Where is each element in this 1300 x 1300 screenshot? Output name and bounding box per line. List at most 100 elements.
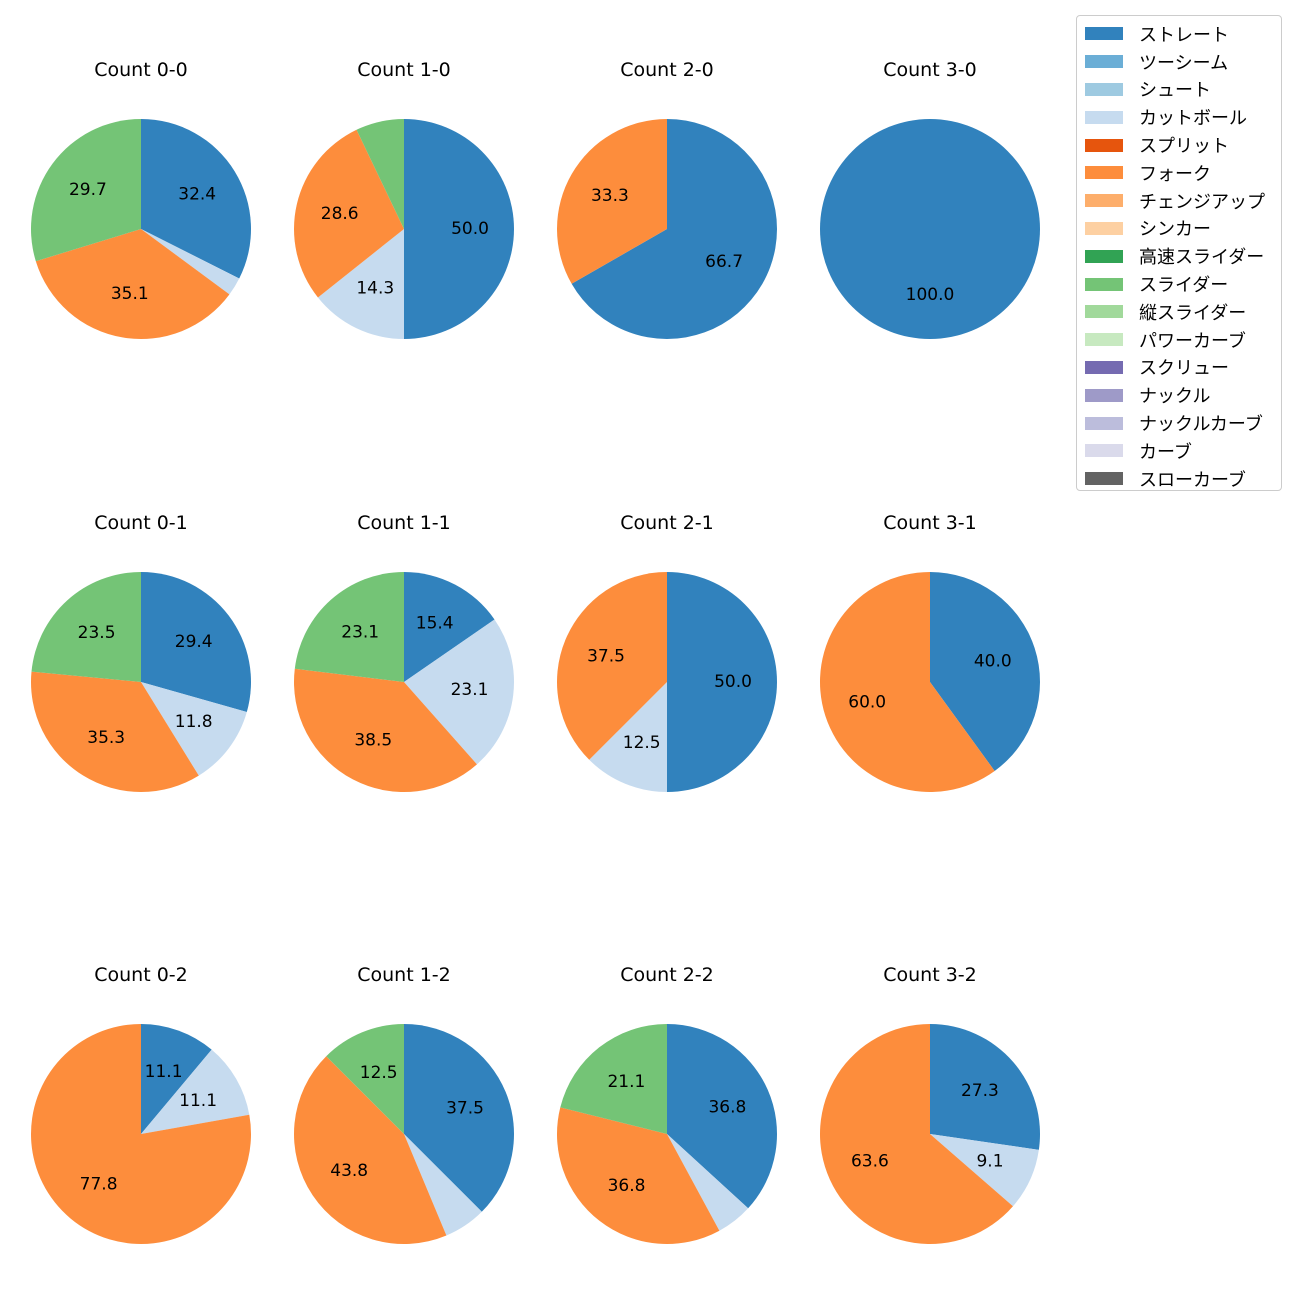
- pie-chart: Count 0-0 32.4 35.1 29.7: [30, 59, 252, 339]
- pie-slice: [560, 1024, 667, 1134]
- pie-title: Count 2-0: [620, 59, 714, 81]
- pie-slice: [294, 668, 477, 792]
- legend-swatch: [1085, 360, 1123, 374]
- pie-slice-label: 43.8: [330, 1161, 368, 1181]
- pie-slice: [30, 671, 199, 792]
- pie-title: Count 0-0: [94, 59, 188, 81]
- pie-slice: [557, 572, 667, 760]
- legend-item: 高速スライダー: [1085, 242, 1281, 270]
- pie-chart: Count 3-1 40.0 60.0: [820, 512, 1040, 792]
- legend-item: スプリット: [1085, 131, 1281, 159]
- pie-slice: [820, 572, 995, 792]
- pie-slice: [930, 1024, 1040, 1150]
- pie-slice: [404, 572, 495, 682]
- pie-slice-label: 40.0: [974, 652, 1012, 672]
- legend-swatch: [1085, 221, 1123, 235]
- pie-slice: [317, 229, 404, 339]
- legend-item: スローカーブ: [1085, 465, 1281, 493]
- pie-slice-label: 15.4: [416, 614, 454, 634]
- pie-slice: [30, 1024, 251, 1244]
- pie-slice: [356, 119, 404, 229]
- pie-slice: [930, 571, 1040, 771]
- pie-slice-label: 36.8: [708, 1097, 746, 1117]
- pie-title: Count 0-2: [94, 964, 188, 986]
- pie-slice-label: 23.1: [451, 680, 489, 700]
- legend-item: 縦スライダー: [1085, 298, 1281, 326]
- pie-chart: Count 3-0 100.0: [820, 59, 1040, 339]
- pie-chart: Count 1-0 50.0 14.3 28.6: [294, 59, 514, 339]
- legend-swatch: [1085, 333, 1123, 347]
- pie-slice-label: 11.8: [175, 712, 213, 732]
- legend-label: スローカーブ: [1139, 469, 1246, 491]
- pie-slice-label: 33.3: [591, 186, 629, 206]
- pie-chart: Count 2-1 50.0 12.5 37.5: [557, 512, 777, 792]
- pie-title: Count 1-0: [357, 59, 451, 81]
- legend-item: ツーシーム: [1085, 48, 1281, 76]
- pie-slice-label: 21.1: [607, 1072, 645, 1092]
- legend-label: チェンジアップ: [1139, 191, 1265, 213]
- pie-slice-label: 29.4: [175, 632, 213, 652]
- legend-item: パワーカーブ: [1085, 326, 1281, 354]
- pie-slice-label: 14.3: [356, 279, 394, 299]
- pie-slice: [141, 1024, 212, 1134]
- pie-chart: Count 0-2 11.1 11.1 77.8: [30, 964, 251, 1244]
- pie-chart: Count 2-0 66.7 33.3: [556, 59, 777, 339]
- pie-slice: [820, 119, 1040, 339]
- pie-title: Count 1-1: [357, 512, 451, 534]
- pie-title: Count 2-2: [620, 964, 714, 986]
- pie-slice: [404, 1024, 514, 1212]
- pie-slice: [35, 229, 230, 339]
- pie-slice-label: 11.1: [179, 1091, 217, 1111]
- pie-slice-label: 38.5: [354, 730, 392, 750]
- legend-item: チェンジアップ: [1085, 187, 1281, 215]
- pie-slice: [141, 229, 240, 295]
- pie-slice: [571, 119, 777, 339]
- legend-label: 縦スライダー: [1139, 302, 1247, 324]
- pie-slice-label: 28.6: [321, 204, 359, 224]
- pie-slice: [557, 1107, 720, 1244]
- legend-label: シュート: [1139, 80, 1211, 102]
- legend-swatch: [1085, 138, 1123, 152]
- pie-slice: [667, 1024, 778, 1209]
- legend-label: ストレート: [1139, 24, 1229, 46]
- pie-slice: [556, 119, 667, 284]
- legend-swatch: [1085, 110, 1123, 124]
- pie-slice-label: 12.5: [360, 1063, 398, 1083]
- pie-slice: [293, 1056, 447, 1245]
- legend-swatch: [1085, 388, 1123, 402]
- pie-title: Count 3-2: [883, 964, 977, 986]
- pie-slice-label: 37.5: [446, 1099, 484, 1119]
- legend-label: フォーク: [1139, 163, 1211, 185]
- pie-chart: Count 1-1 15.4 23.1 38.5 23.1: [294, 512, 514, 792]
- legend-swatch: [1085, 55, 1123, 69]
- pie-slice-label: 66.7: [705, 252, 743, 272]
- legend-swatch: [1085, 27, 1123, 41]
- legend-label: スプリット: [1139, 136, 1229, 158]
- pie-title: Count 1-2: [357, 964, 451, 986]
- legend: ストレート ツーシーム シュート カットボール スプリット フォーク チェンジアップ シンカー…: [1076, 15, 1282, 491]
- pie-slice-label: 29.7: [69, 180, 107, 200]
- pie-chart: Count 1-2 37.5 43.8 12.5: [293, 964, 514, 1245]
- pie-slice: [404, 619, 514, 765]
- pie-slice-label: 35.1: [111, 284, 149, 304]
- pie-chart: Count 2-2 36.8 36.8 21.1: [557, 964, 778, 1244]
- legend-item: スライダー: [1085, 270, 1281, 298]
- legend-item: カットボール: [1085, 103, 1281, 131]
- pie-chart: Count 0-1 29.4 11.8 35.3 23.5: [30, 512, 251, 792]
- pie-chart: Count 3-2 27.3 9.1 63.6: [820, 964, 1040, 1245]
- pie-slice: [141, 119, 252, 279]
- pie-slice-label: 100.0: [906, 285, 955, 305]
- legend-item: カーブ: [1085, 437, 1281, 465]
- legend-swatch: [1085, 416, 1123, 430]
- pie-slice: [294, 572, 404, 682]
- pie-slice-label: 27.3: [961, 1081, 999, 1101]
- pie-title: Count 3-1: [883, 512, 977, 534]
- legend-swatch: [1085, 277, 1123, 291]
- legend-swatch: [1085, 166, 1123, 180]
- legend-swatch: [1085, 194, 1123, 208]
- legend-item: シュート: [1085, 76, 1281, 104]
- pie-slice-label: 50.0: [714, 672, 752, 692]
- pie-slice: [326, 1024, 404, 1134]
- legend-label: スライダー: [1139, 275, 1229, 297]
- legend-swatch: [1085, 472, 1123, 486]
